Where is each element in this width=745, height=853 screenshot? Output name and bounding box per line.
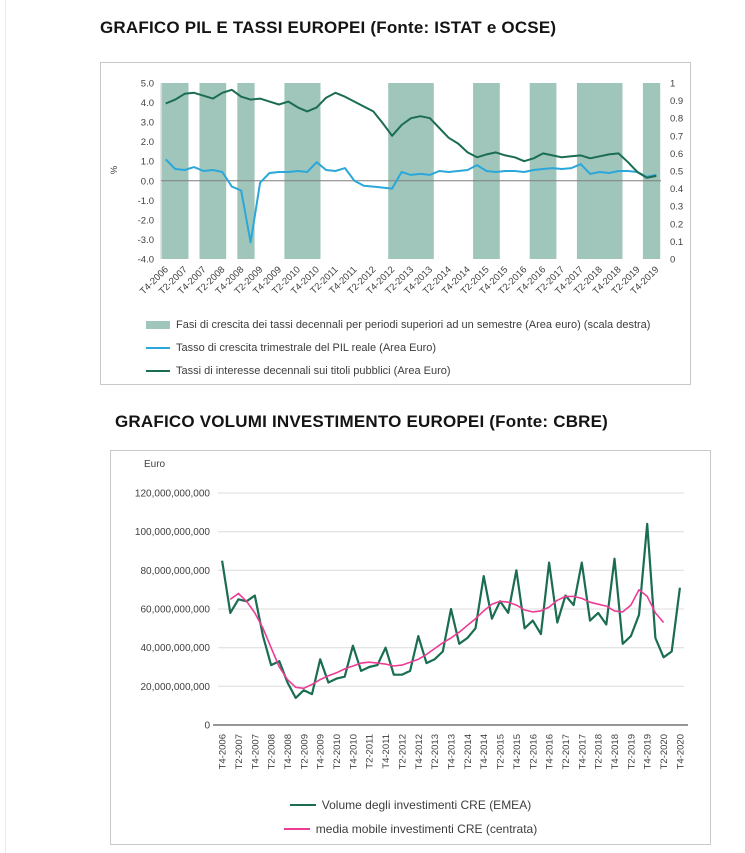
volumi-investimento-chart: 0 20,000,000,000 40,000,000,000 60,000,000,… <box>110 450 711 845</box>
svg-text:0.2: 0.2 <box>670 219 683 230</box>
svg-text:T2-2020: T2-2020 <box>659 734 670 769</box>
svg-text:0.4: 0.4 <box>670 184 683 195</box>
legend-label-media-mobile: media mobile investimenti CRE (centrata) <box>315 822 538 836</box>
svg-text:T2-2008: T2-2008 <box>267 734 278 769</box>
svg-text:0.5: 0.5 <box>670 167 683 178</box>
legend-label-volume-cre: Volume degli investimenti CRE (EMEA) <box>321 798 532 812</box>
svg-text:T2-2010: T2-2010 <box>332 734 343 769</box>
svg-text:T4-2009: T4-2009 <box>316 734 327 769</box>
svg-text:4.0: 4.0 <box>141 98 154 109</box>
svg-text:T4-2020: T4-2020 <box>675 734 686 769</box>
legend-label-tassi: Tassi di interesse decennali sui titoli … <box>176 364 451 377</box>
chart2-legend: Volume degli investimenti CRE (EMEA) med… <box>111 793 710 841</box>
svg-text:T2-2007: T2-2007 <box>234 734 245 769</box>
svg-text:80,000,000,000: 80,000,000,000 <box>140 566 210 577</box>
svg-text:-2.0: -2.0 <box>138 215 154 226</box>
svg-text:0.8: 0.8 <box>670 114 683 125</box>
svg-text:T4-2012: T4-2012 <box>414 734 425 769</box>
legend-item-volume-cre: Volume degli investimenti CRE (EMEA) <box>289 793 532 817</box>
svg-text:120,000,000,000: 120,000,000,000 <box>135 489 211 500</box>
svg-text:-3.0: -3.0 <box>138 235 154 246</box>
legend-item-tassi: Tassi di interesse decennali sui titoli … <box>146 359 690 382</box>
svg-text:0.6: 0.6 <box>670 149 683 160</box>
svg-text:40,000,000,000: 40,000,000,000 <box>140 643 210 654</box>
svg-text:3.0: 3.0 <box>141 118 154 129</box>
svg-text:-4.0: -4.0 <box>138 255 154 266</box>
legend-item-pil: Tasso di crescita trimestrale del PIL re… <box>146 336 690 359</box>
chart2-title: GRAFICO VOLUMI INVESTIMENTO EUROPEI (Fon… <box>115 412 609 431</box>
svg-text:%: % <box>109 165 120 174</box>
svg-text:0: 0 <box>670 255 675 266</box>
svg-text:T2-2017: T2-2017 <box>561 734 572 769</box>
svg-text:1.0: 1.0 <box>141 157 154 168</box>
band-swatch <box>146 320 170 329</box>
svg-text:T4-2019: T4-2019 <box>643 734 654 769</box>
svg-text:1: 1 <box>670 79 675 90</box>
svg-text:-1.0: -1.0 <box>138 196 154 207</box>
svg-text:T4-2010: T4-2010 <box>348 734 359 769</box>
svg-text:0.3: 0.3 <box>670 202 683 213</box>
volume-cre-line-swatch <box>289 803 316 807</box>
svg-text:T4-2011: T4-2011 <box>381 734 392 769</box>
svg-text:T2-2011: T2-2011 <box>365 734 376 769</box>
svg-text:60,000,000,000: 60,000,000,000 <box>140 605 210 616</box>
svg-text:T2-2018: T2-2018 <box>594 734 605 769</box>
chart1-legend: Fasi di crescita dei tassi decennali per… <box>146 313 690 382</box>
volumi-chart-svg: 0 20,000,000,000 40,000,000,000 60,000,000,… <box>135 459 688 769</box>
svg-text:T4-2018: T4-2018 <box>610 734 621 769</box>
pil-tassi-chart-svg: 5.0 4.0 3.0 2.0 1.0 0.0 -1.0 -2.0 -3.0 -4.0 1 0.9 0.… <box>109 79 683 298</box>
svg-text:100,000,000,000: 100,000,000,000 <box>135 527 211 538</box>
svg-text:0.1: 0.1 <box>670 237 683 248</box>
svg-text:T4-2015: T4-2015 <box>512 734 523 769</box>
svg-text:T4-2013: T4-2013 <box>447 734 458 769</box>
svg-text:T2-2013: T2-2013 <box>430 734 441 769</box>
svg-text:T2-2012: T2-2012 <box>397 734 408 769</box>
svg-text:0: 0 <box>204 721 210 732</box>
svg-text:0.9: 0.9 <box>670 96 683 107</box>
svg-text:T4-2007: T4-2007 <box>250 734 261 769</box>
pil-tassi-chart: 5.0 4.0 3.0 2.0 1.0 0.0 -1.0 -2.0 -3.0 -4.0 1 0.9 0.… <box>100 62 691 385</box>
svg-text:Euro: Euro <box>144 459 166 470</box>
svg-text:T4-2014: T4-2014 <box>479 734 490 769</box>
legend-item-growth-bands: Fasi di crescita dei tassi decennali per… <box>146 313 690 336</box>
tassi-line-swatch <box>146 369 170 372</box>
svg-text:5.0: 5.0 <box>141 79 154 90</box>
pil-line-swatch <box>146 346 170 349</box>
media-mobile-line-swatch <box>283 827 310 831</box>
svg-text:T2-2016: T2-2016 <box>528 734 539 769</box>
svg-text:T2-2009: T2-2009 <box>299 734 310 769</box>
legend-label-pil: Tasso di crescita trimestrale del PIL re… <box>176 341 437 354</box>
svg-text:T2-2015: T2-2015 <box>496 734 507 769</box>
svg-text:T2-2019: T2-2019 <box>626 734 637 769</box>
legend-label-growth-bands: Fasi di crescita dei tassi decennali per… <box>176 318 651 331</box>
svg-text:T4-2008: T4-2008 <box>283 734 294 769</box>
svg-text:T2-2014: T2-2014 <box>463 734 474 769</box>
svg-text:T4-2017: T4-2017 <box>577 734 588 769</box>
svg-text:T4-2016: T4-2016 <box>545 734 556 769</box>
svg-text:0.0: 0.0 <box>141 176 154 187</box>
chart1-title: GRAFICO PIL E TASSI EUROPEI (Fonte: ISTA… <box>100 18 557 37</box>
svg-text:2.0: 2.0 <box>141 137 154 148</box>
svg-text:20,000,000,000: 20,000,000,000 <box>140 682 210 693</box>
svg-text:T4-2006: T4-2006 <box>218 734 229 769</box>
legend-item-media-mobile: media mobile investimenti CRE (centrata) <box>283 817 538 841</box>
page-left-edge <box>5 0 6 853</box>
svg-text:0.7: 0.7 <box>670 131 683 142</box>
